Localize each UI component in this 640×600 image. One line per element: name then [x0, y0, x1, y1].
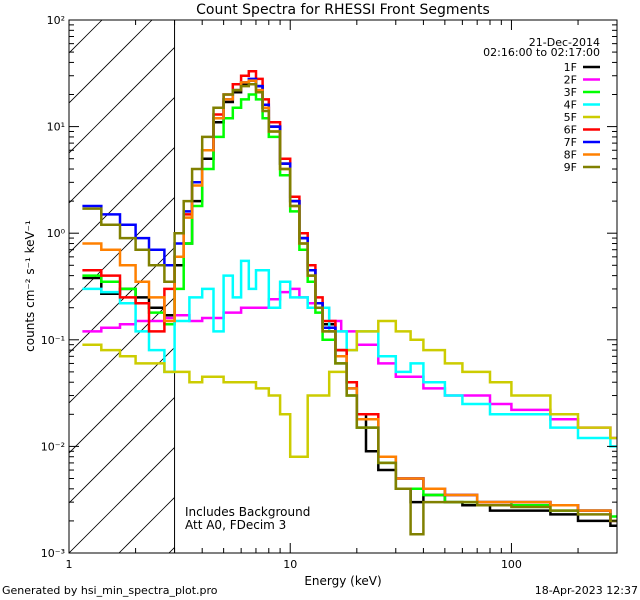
hatch-line	[269, 20, 640, 553]
hatch-line	[569, 20, 640, 553]
series-line-3F	[82, 93, 617, 518]
plot-frame	[68, 19, 618, 554]
y-tick-label: 10¹	[47, 121, 65, 134]
x-tick-label: 1	[66, 558, 73, 571]
series-line-5F	[82, 319, 617, 458]
hatch-line	[69, 96, 175, 204]
hatch-line	[69, 396, 175, 504]
hatch-line	[369, 20, 640, 553]
y-tick-label: 10⁻¹	[41, 334, 65, 347]
footer-left: Generated by hsi_min_spectra_plot.pro	[2, 584, 218, 597]
annotation-background: Includes Background	[185, 505, 310, 519]
legend-label-7F: 7F	[564, 136, 577, 149]
legend-label-1F: 1F	[564, 61, 577, 74]
series-line-4F	[82, 259, 617, 448]
y-tick-label: 10²	[47, 14, 65, 27]
series-line-6F	[82, 70, 617, 523]
y-tick-label: 10⁻³	[41, 547, 65, 560]
y-tick-label: 10⁰	[47, 227, 66, 240]
hatch-line	[469, 20, 640, 553]
x-tick-label: 100	[501, 558, 522, 571]
hatch-line	[69, 446, 175, 553]
y-tick-label: 10⁻²	[41, 440, 65, 453]
hatch-line	[619, 20, 640, 553]
legend-label-6F: 6F	[564, 124, 577, 137]
legend-label-3F: 3F	[564, 86, 577, 99]
hatch-line	[69, 246, 175, 354]
date-label: 21-Dec-2014	[529, 36, 600, 49]
chart-title: Count Spectra for RHESSI Front Segments	[196, 2, 490, 18]
y-axis-label: counts cm⁻² s⁻¹ keV⁻¹	[23, 220, 37, 352]
legend-label-5F: 5F	[564, 111, 577, 124]
legend-label-4F: 4F	[564, 99, 577, 112]
hatch-line	[419, 20, 640, 553]
legend-label-9F: 9F	[564, 161, 577, 174]
x-tick-label: 10	[283, 558, 297, 571]
series-line-9F	[82, 82, 617, 536]
hatch-line	[519, 20, 640, 553]
hatch-line	[319, 20, 640, 553]
series-line-8F	[82, 79, 617, 523]
annotation-attenuator: Att A0, FDecim 3	[185, 518, 286, 532]
hatch-line	[0, 20, 2, 553]
hatch-line	[69, 20, 103, 54]
hatch-line	[118, 496, 175, 553]
series-line-7F	[82, 77, 617, 523]
hatch-line	[69, 46, 175, 154]
x-axis-label: Energy (keV)	[304, 574, 381, 588]
hatch-line	[69, 346, 175, 454]
footer-right: 18-Apr-2023 12:37	[534, 584, 638, 597]
legend-label-8F: 8F	[564, 149, 577, 162]
excluded-region-hatch	[0, 20, 640, 553]
time-range-label: 02:16:00 to 02:17:00	[483, 46, 600, 59]
series-group	[82, 70, 617, 536]
hatch-line	[69, 196, 175, 304]
axis-ticks: 10⁻³ 10⁻² 10⁻¹ 10⁰ 10¹ 10² 1 10 100	[41, 14, 618, 571]
legend-label-2F: 2F	[564, 74, 577, 87]
